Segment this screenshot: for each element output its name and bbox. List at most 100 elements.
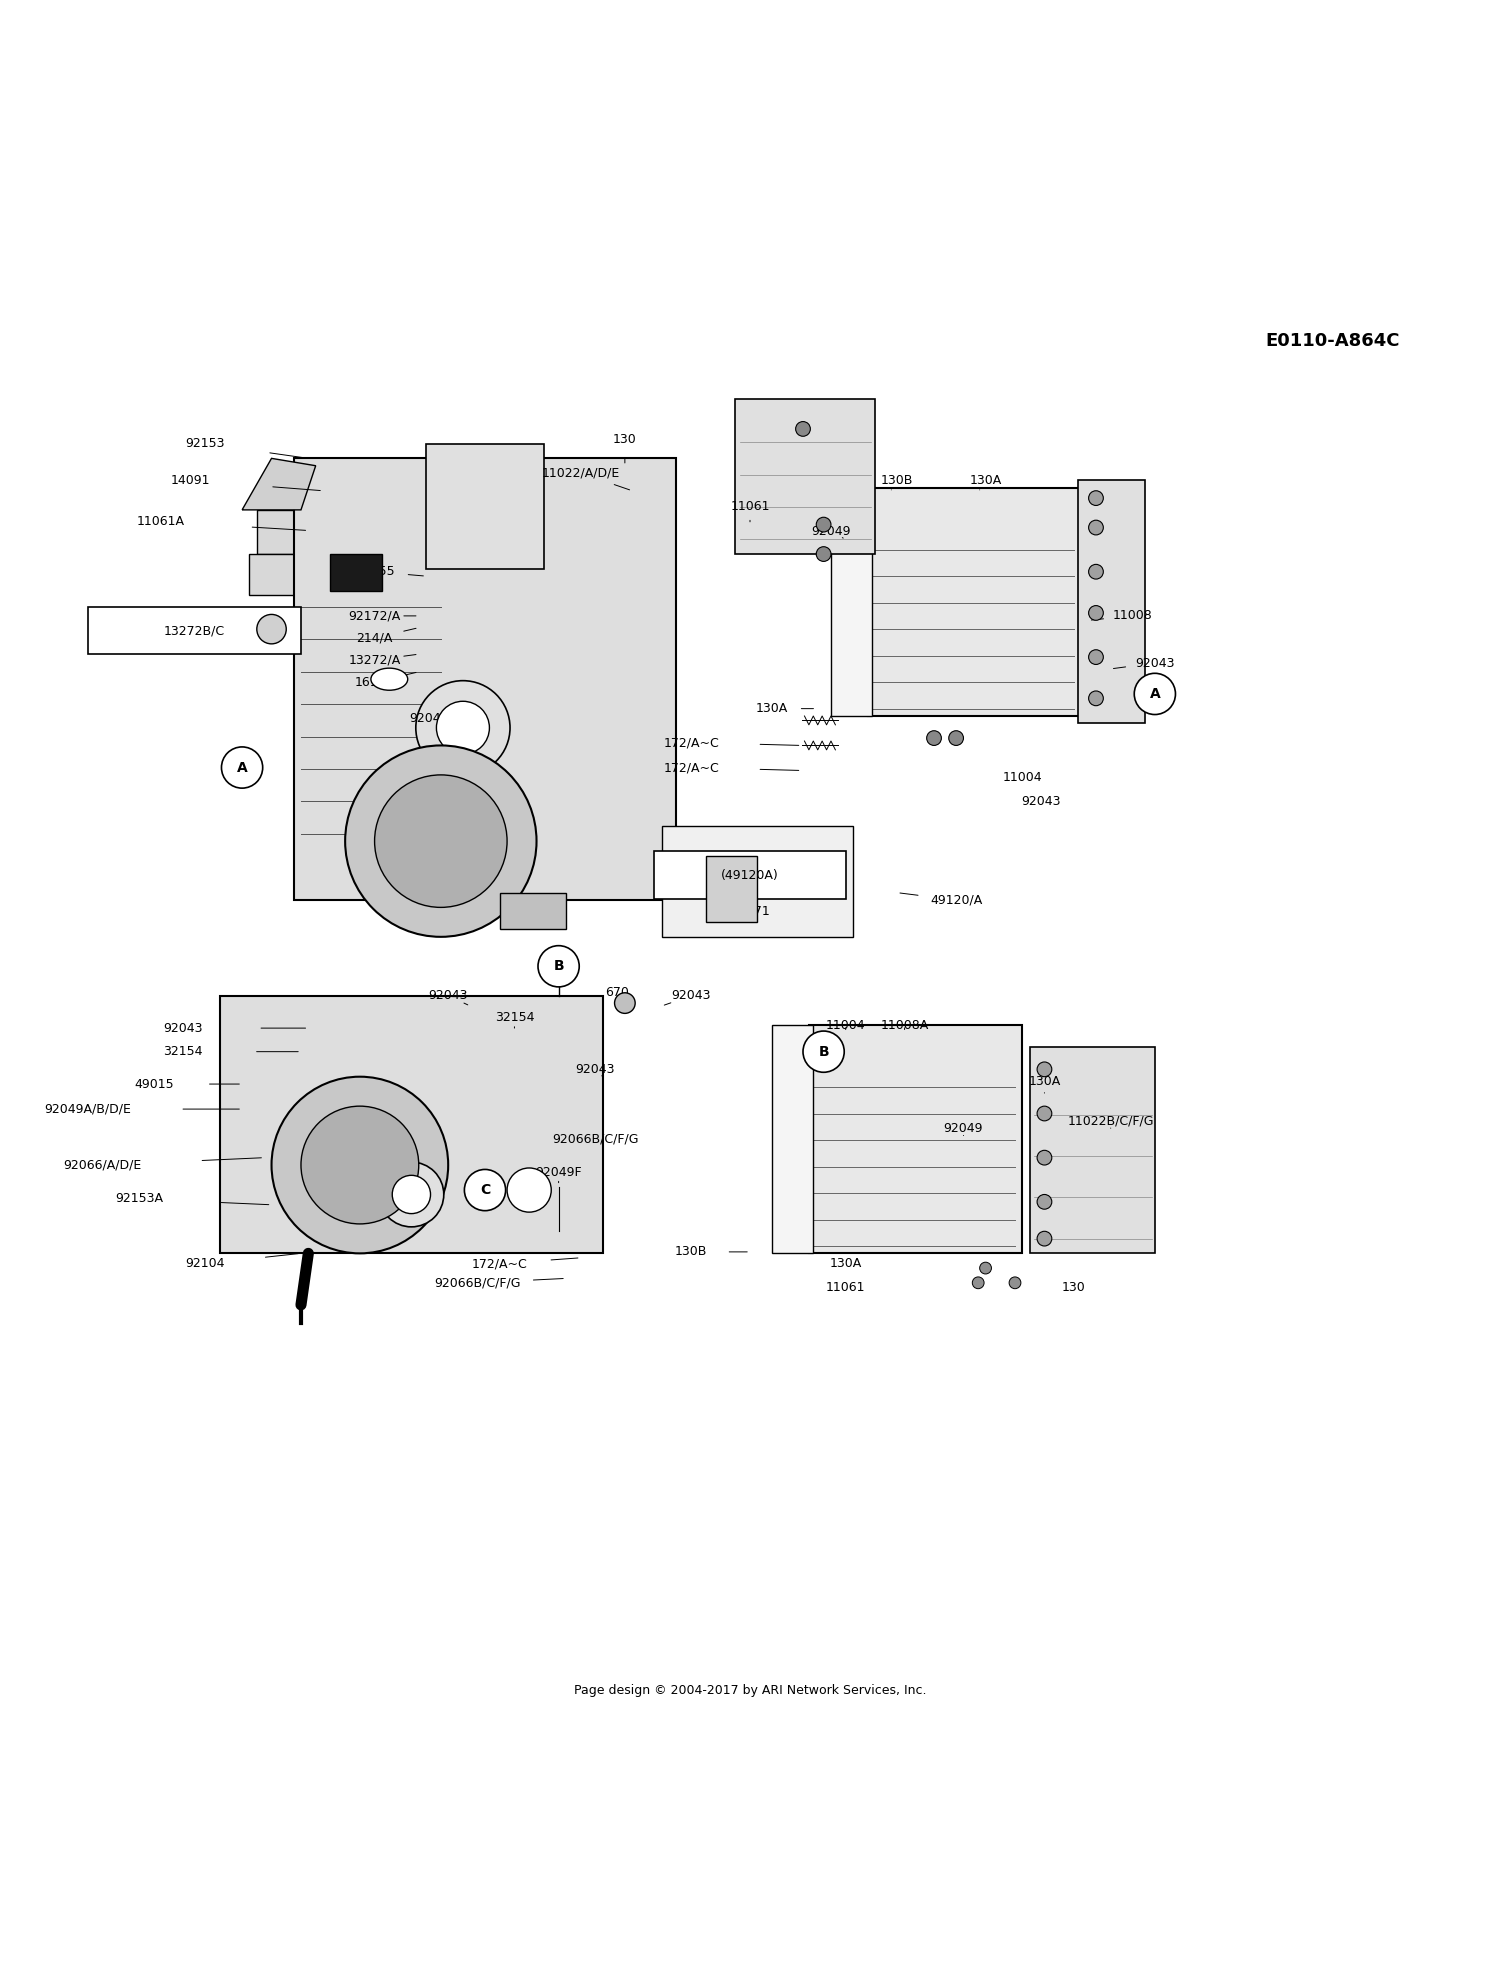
- Text: 92043: 92043: [1136, 657, 1174, 669]
- Text: 214/A: 214/A: [357, 632, 393, 644]
- Bar: [500, 893, 566, 930]
- Circle shape: [436, 700, 489, 753]
- Circle shape: [302, 1107, 418, 1224]
- Circle shape: [927, 730, 942, 746]
- Text: 130: 130: [614, 434, 636, 445]
- Text: 11061: 11061: [827, 1281, 866, 1293]
- Text: 16126: 16126: [356, 675, 395, 689]
- Text: 59071: 59071: [730, 904, 770, 918]
- Circle shape: [1010, 1277, 1022, 1289]
- Circle shape: [393, 1175, 430, 1214]
- Text: 92153A: 92153A: [116, 1193, 164, 1205]
- Text: 172/A~C: 172/A~C: [663, 761, 718, 775]
- Circle shape: [1089, 606, 1104, 620]
- Text: 92104: 92104: [186, 1258, 225, 1269]
- Circle shape: [272, 1077, 448, 1254]
- Text: 130B: 130B: [675, 1246, 708, 1258]
- Circle shape: [615, 993, 634, 1014]
- Text: 92043: 92043: [576, 1063, 615, 1075]
- Circle shape: [380, 1162, 444, 1226]
- Bar: [294, 459, 676, 901]
- Text: 92043: 92043: [672, 989, 711, 1003]
- Bar: [735, 400, 874, 553]
- Text: 92049: 92049: [812, 526, 850, 538]
- Circle shape: [538, 946, 579, 987]
- Text: 92043: 92043: [164, 1022, 202, 1034]
- Bar: [662, 826, 853, 936]
- Text: 670: 670: [606, 987, 630, 999]
- Text: 32155: 32155: [356, 565, 395, 579]
- Text: 92043: 92043: [1022, 795, 1062, 808]
- Text: 13272B/C: 13272B/C: [164, 624, 225, 638]
- Circle shape: [345, 746, 537, 936]
- Text: 92049: 92049: [944, 1122, 982, 1134]
- Circle shape: [1089, 691, 1104, 706]
- Text: 172/A~C: 172/A~C: [663, 736, 718, 749]
- Circle shape: [416, 681, 510, 775]
- Circle shape: [802, 1032, 844, 1073]
- Bar: [220, 997, 603, 1254]
- Circle shape: [1089, 649, 1104, 665]
- Text: C: C: [480, 1183, 490, 1197]
- Circle shape: [1036, 1107, 1052, 1120]
- Circle shape: [1036, 1061, 1052, 1077]
- Text: 92066B/C/F/G: 92066B/C/F/G: [552, 1132, 639, 1146]
- Bar: [249, 553, 338, 594]
- Text: (49120A): (49120A): [722, 869, 778, 881]
- Text: E0110-A864C: E0110-A864C: [1266, 332, 1400, 349]
- Circle shape: [1134, 673, 1176, 714]
- Circle shape: [465, 1169, 506, 1211]
- Text: 130A: 130A: [756, 702, 788, 714]
- Ellipse shape: [370, 669, 408, 691]
- Circle shape: [1089, 520, 1104, 536]
- Circle shape: [1036, 1195, 1052, 1209]
- FancyBboxPatch shape: [87, 606, 302, 653]
- Bar: [772, 1026, 813, 1254]
- Text: 92043: 92043: [429, 989, 468, 1003]
- Bar: [294, 459, 676, 901]
- Text: 172/A~C: 172/A~C: [472, 1258, 528, 1269]
- Text: 14091: 14091: [171, 475, 210, 487]
- FancyBboxPatch shape: [654, 852, 846, 899]
- Circle shape: [1089, 565, 1104, 579]
- Text: 92066/A/D/E: 92066/A/D/E: [63, 1158, 141, 1171]
- Circle shape: [816, 518, 831, 532]
- Circle shape: [375, 775, 507, 906]
- Text: 130A: 130A: [830, 1258, 862, 1269]
- Text: 11004: 11004: [827, 1018, 866, 1032]
- Text: 92066B/C/F/G: 92066B/C/F/G: [435, 1277, 520, 1289]
- Circle shape: [507, 1167, 552, 1213]
- Text: 92172/A: 92172/A: [348, 610, 400, 622]
- Text: 92153: 92153: [186, 438, 225, 449]
- Text: 130A: 130A: [969, 475, 1002, 487]
- Text: 92049A/B/D/E: 92049A/B/D/E: [44, 1103, 130, 1116]
- Text: 92049F: 92049F: [536, 1165, 582, 1179]
- PathPatch shape: [242, 459, 315, 510]
- Text: 11061A: 11061A: [136, 516, 184, 528]
- Text: 32154: 32154: [495, 1010, 534, 1024]
- Text: 11004: 11004: [1002, 771, 1042, 785]
- Circle shape: [980, 1262, 992, 1273]
- Text: B: B: [554, 959, 564, 973]
- Bar: [330, 553, 382, 591]
- Bar: [808, 1026, 1023, 1254]
- Text: 130A: 130A: [1029, 1075, 1060, 1087]
- Circle shape: [1036, 1150, 1052, 1165]
- Text: 130: 130: [1062, 1281, 1086, 1293]
- Text: 32154: 32154: [164, 1046, 202, 1058]
- Text: 11008: 11008: [1113, 610, 1152, 622]
- Text: Page design © 2004-2017 by ARI Network Services, Inc.: Page design © 2004-2017 by ARI Network S…: [573, 1683, 926, 1697]
- Text: 11008A: 11008A: [880, 1018, 928, 1032]
- Bar: [706, 855, 758, 922]
- Bar: [426, 443, 544, 569]
- Circle shape: [256, 614, 286, 644]
- Text: A: A: [237, 761, 248, 775]
- Circle shape: [795, 422, 810, 436]
- Text: 11022B/C/F/G: 11022B/C/F/G: [1068, 1114, 1154, 1128]
- Bar: [831, 489, 872, 716]
- Bar: [1029, 1048, 1155, 1254]
- Text: 49015: 49015: [134, 1077, 174, 1091]
- Circle shape: [972, 1277, 984, 1289]
- Circle shape: [948, 730, 963, 746]
- Circle shape: [816, 547, 831, 561]
